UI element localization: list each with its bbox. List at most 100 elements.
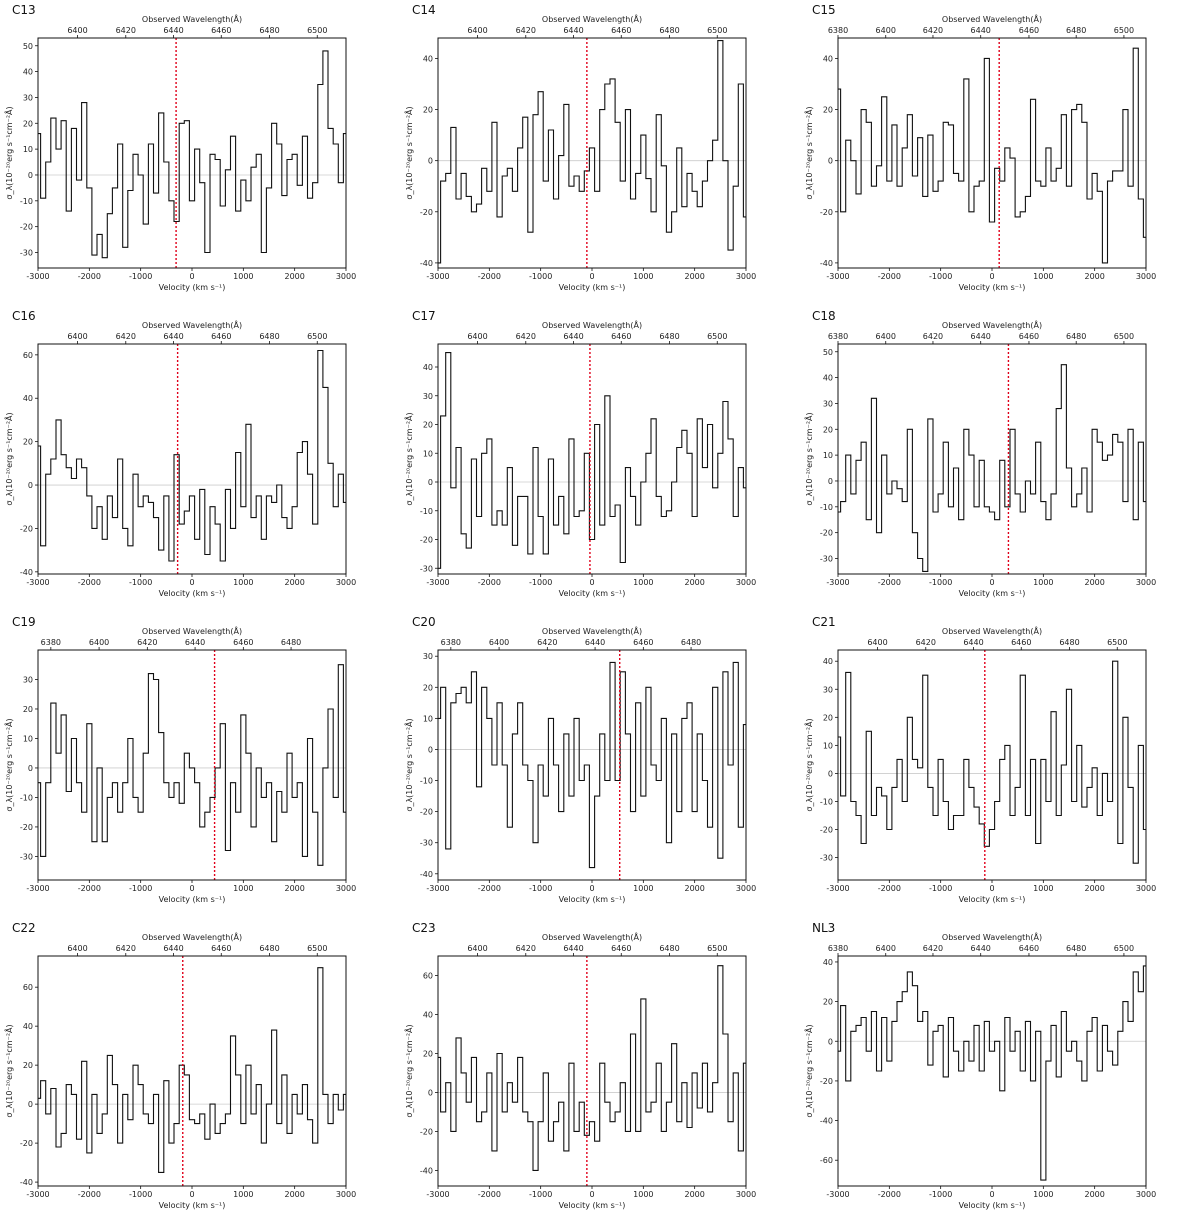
chart-panel-c13: C13 Observed Wavelength(Å) -3000 -2000 -1000… (0, 0, 400, 306)
spectrum-series (838, 364, 1146, 572)
wl-tick-label: 6500 (307, 332, 327, 341)
y-tick-label: -10 (820, 797, 833, 806)
x-tick-label: 0 (989, 1190, 994, 1199)
y-tick-label: 40 (423, 1010, 433, 1019)
y-tick-label: -40 (420, 259, 433, 268)
x-axis-label: Velocity (km s⁻¹) (559, 895, 626, 904)
y-tick-label: -20 (420, 1127, 433, 1136)
wl-tick-label: 6440 (185, 638, 205, 647)
wl-tick-label: 6440 (563, 944, 583, 953)
plot-frame (37, 343, 347, 575)
x-tick-label: -3000 (26, 272, 49, 281)
y-axis-label: σ_λ(10⁻²⁰erg s⁻¹cm⁻²Å) (803, 1024, 814, 1117)
x-tick-label: 2000 (1084, 272, 1104, 281)
chart-panel-c15: C15 Observed Wavelength(Å) -3000 -2000 -1000… (800, 0, 1200, 306)
x-tick-label: 3000 (736, 1190, 756, 1199)
wl-tick-label: 6480 (659, 26, 679, 35)
x-tick-label: 0 (989, 272, 994, 281)
x-tick-label: -1000 (929, 272, 952, 281)
x-tick-label: -2000 (78, 578, 101, 587)
wl-tick-label: 6400 (67, 944, 87, 953)
y-tick-label: -30 (820, 554, 833, 563)
wl-tick-label: 6480 (659, 332, 679, 341)
x-tick-label: -3000 (26, 1190, 49, 1199)
y-tick-label: -40 (20, 568, 33, 577)
wl-tick-label: 6500 (1114, 332, 1134, 341)
x-tick-label: 0 (589, 884, 594, 893)
x-tick-label: 0 (189, 272, 194, 281)
y-axis-label: σ_λ(10⁻²⁰erg s⁻¹cm⁻²Å) (3, 412, 14, 505)
wl-tick-label: 6460 (611, 332, 631, 341)
wl-tick-label: 6420 (116, 944, 136, 953)
top-axis-label: Observed Wavelength(Å) (142, 13, 242, 24)
y-tick-label: 0 (28, 764, 33, 773)
y-tick-label: -20 (820, 826, 833, 835)
x-tick-label: 3000 (1136, 578, 1156, 587)
x-tick-label: 0 (989, 884, 994, 893)
plot-frame (437, 649, 747, 881)
x-tick-label: 0 (589, 578, 594, 587)
y-tick-label: 20 (823, 713, 833, 722)
y-tick-label: 60 (23, 983, 33, 992)
y-tick-label: 60 (423, 971, 433, 980)
wl-tick-label: 6500 (307, 944, 327, 953)
x-tick-label: 0 (189, 578, 194, 587)
spectrum-series (438, 40, 746, 264)
y-tick-label: 20 (823, 998, 833, 1007)
y-tick-label: -40 (420, 1166, 433, 1175)
wl-tick-label: 6400 (876, 944, 896, 953)
chart-panel-c23: C23 Observed Wavelength(Å) -3000 -2000 -1000… (400, 918, 800, 1224)
y-tick-label: 30 (823, 685, 833, 694)
wl-tick-label: 6480 (259, 332, 279, 341)
wl-tick-label: 6420 (537, 638, 557, 647)
x-tick-label: 1000 (233, 884, 253, 893)
y-tick-label: -20 (20, 823, 33, 832)
x-tick-label: 0 (189, 884, 194, 893)
y-tick-label: -10 (820, 503, 833, 512)
x-axis-label: Velocity (km s⁻¹) (559, 283, 626, 292)
chart-panel-c17: C17 Observed Wavelength(Å) -3000 -2000 -1000… (400, 306, 800, 612)
y-axis-label: σ_λ(10⁻²⁰erg s⁻¹cm⁻²Å) (803, 412, 814, 505)
wl-tick-label: 6440 (563, 332, 583, 341)
y-tick-label: 0 (428, 1088, 433, 1097)
y-tick-label: 30 (423, 652, 433, 661)
y-axis-label: σ_λ(10⁻²⁰erg s⁻¹cm⁻²Å) (3, 106, 14, 199)
x-tick-label: 3000 (736, 884, 756, 893)
wl-tick-label: 6460 (611, 944, 631, 953)
y-axis-label: σ_λ(10⁻²⁰erg s⁻¹cm⁻²Å) (803, 106, 814, 199)
top-axis-label: Observed Wavelength(Å) (942, 931, 1042, 942)
x-axis-label: Velocity (km s⁻¹) (159, 895, 226, 904)
wl-tick-label: 6400 (467, 26, 487, 35)
chart-panel-c16: C16 Observed Wavelength(Å) -3000 -2000 -1000… (0, 306, 400, 612)
wl-tick-label: 6420 (516, 26, 536, 35)
plot-frame (37, 649, 347, 881)
chart-panel-c14: C14 Observed Wavelength(Å) -3000 -2000 -1000… (400, 0, 800, 306)
y-tick-label: 10 (823, 741, 833, 750)
y-axis-label: σ_λ(10⁻²⁰erg s⁻¹cm⁻²Å) (403, 718, 414, 811)
y-axis-label: σ_λ(10⁻²⁰erg s⁻¹cm⁻²Å) (3, 718, 14, 811)
y-tick-label: -20 (20, 223, 33, 232)
wl-tick-label: 6400 (67, 26, 87, 35)
x-tick-label: -3000 (26, 884, 49, 893)
x-tick-label: -3000 (826, 272, 849, 281)
wl-tick-label: 6480 (1066, 332, 1086, 341)
x-tick-label: 2000 (684, 578, 704, 587)
x-axis-label: Velocity (km s⁻¹) (159, 1201, 226, 1210)
y-tick-label: 40 (823, 54, 833, 63)
wl-tick-label: 6480 (281, 638, 301, 647)
y-axis-label: σ_λ(10⁻²⁰erg s⁻¹cm⁻²Å) (403, 412, 414, 505)
x-tick-label: 2000 (1084, 884, 1104, 893)
x-tick-label: -1000 (529, 884, 552, 893)
x-tick-label: -3000 (826, 1190, 849, 1199)
plot-frame (837, 649, 1147, 881)
chart-title: C20 (412, 615, 436, 629)
wl-tick-label: 6460 (633, 638, 653, 647)
x-tick-label: 1000 (1033, 272, 1053, 281)
spectrum-series (438, 965, 746, 1171)
wl-tick-label: 6440 (963, 638, 983, 647)
